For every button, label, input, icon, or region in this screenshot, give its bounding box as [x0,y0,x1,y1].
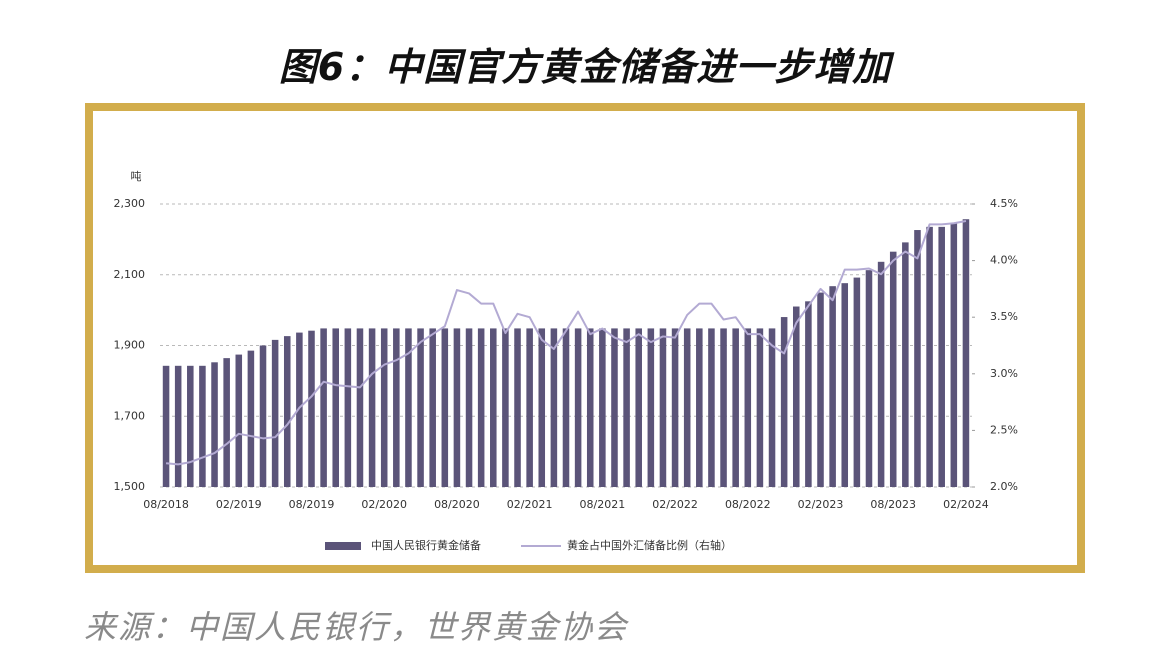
legend-label: 黄金占中国外汇储备比例（右轴） [567,538,732,552]
bar [380,328,388,487]
bar [393,328,400,487]
bar [514,328,521,487]
bar [841,283,849,487]
x-tick-label: 02/2024 [943,498,989,511]
bar [296,332,303,487]
bar [356,328,364,487]
x-tick-label: 02/2023 [798,498,844,511]
x-tick-label: 08/2019 [289,498,335,511]
bar [259,345,267,487]
y-tick-label: 1,500 [114,480,146,493]
bar [756,328,764,487]
y2-tick-label: 3.0% [990,367,1018,380]
bar [914,230,921,487]
bar [962,219,970,487]
bar [938,226,945,488]
bar [502,328,509,487]
bar [792,306,800,487]
bar [659,328,667,487]
bar [283,336,291,487]
bar [550,328,558,487]
bar [465,328,473,487]
bar [271,339,279,487]
bar [417,328,424,487]
bar [490,328,497,487]
bar [235,354,243,487]
bar [611,328,618,487]
bar [889,251,897,487]
bar [696,328,703,487]
y-tick-label: 1,900 [114,339,146,352]
bar [332,328,340,487]
x-tick-label: 08/2021 [580,498,626,511]
bar [586,328,594,487]
x-tick-label: 08/2020 [434,498,480,511]
x-tick-label: 02/2022 [652,498,698,511]
y-tick-label: 1,700 [114,409,146,422]
source-note: 来源：中国人民银行，世界黄金协会 [84,608,629,646]
bar [902,242,909,487]
bar [574,328,582,487]
bar [780,317,788,487]
bar [477,328,485,487]
bar [344,328,352,487]
bar [926,226,933,488]
x-tick-label: 08/2022 [725,498,771,511]
y-tick-label: 2,300 [114,197,146,210]
bar [187,365,194,487]
bar [744,328,752,487]
bar [853,277,861,487]
bar [174,365,182,487]
bar [308,330,315,487]
bar [562,328,570,487]
bar [732,328,739,487]
bar [368,328,376,487]
bar [199,365,206,487]
bar [805,301,812,487]
bar [720,328,727,487]
bar [817,292,824,487]
x-tick-label: 02/2021 [507,498,553,511]
legend-swatch [325,542,361,550]
bar [829,286,836,487]
x-tick-label: 08/2018 [143,498,189,511]
y2-tick-label: 2.0% [990,480,1018,493]
bar [320,328,327,487]
y-tick-label: 2,100 [114,268,146,281]
bar [647,328,655,487]
y2-tick-label: 3.5% [990,310,1018,323]
bar [708,328,715,487]
bar [162,365,170,487]
bar [211,362,218,487]
bar [429,328,436,487]
bar [223,358,230,487]
line [165,219,967,466]
bar [405,328,412,487]
y2-tick-label: 2.5% [990,423,1018,436]
bar [247,350,255,487]
bar [683,328,691,487]
bar [768,328,776,487]
bar [453,328,461,487]
page-title: 图6：中国官方黄金储备进一步增加 [278,45,892,89]
bar [623,328,630,487]
x-tick-label: 02/2019 [216,498,262,511]
y2-tick-label: 4.5% [990,197,1018,210]
x-tick-label: 08/2023 [870,498,916,511]
y2-tick-label: 4.0% [990,254,1018,267]
bar [671,328,679,487]
bar [526,328,533,487]
legend-label: 中国人民银行黄金储备 [371,538,481,552]
bar [950,223,958,487]
bar [599,328,606,487]
bar [877,261,885,487]
bar [441,328,449,487]
y-axis-label: 吨 [131,170,142,183]
bar [538,328,546,487]
bar [865,270,873,487]
bar [635,328,642,487]
x-tick-label: 02/2020 [361,498,407,511]
